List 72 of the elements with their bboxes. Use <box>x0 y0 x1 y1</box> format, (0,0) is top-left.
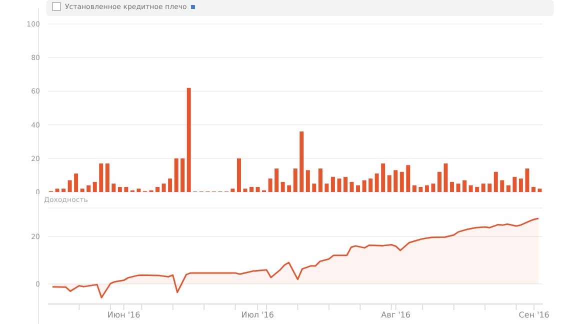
bar <box>412 185 416 192</box>
bar <box>86 185 91 192</box>
bar <box>330 176 335 192</box>
bar <box>318 168 322 192</box>
bar <box>437 172 442 192</box>
bar <box>368 178 373 192</box>
bar <box>418 186 423 192</box>
bar <box>243 188 248 192</box>
bar <box>538 188 542 192</box>
bar <box>343 176 348 192</box>
bar <box>456 184 460 192</box>
bar <box>374 174 379 192</box>
bar <box>400 172 404 192</box>
bar <box>324 184 329 192</box>
bar <box>136 188 141 192</box>
bar <box>424 185 429 192</box>
bar <box>312 184 316 192</box>
bar <box>394 170 398 192</box>
bar <box>62 188 66 192</box>
bar <box>531 186 536 192</box>
bar <box>124 186 128 192</box>
x-tick-label: Сен '16 <box>518 310 550 320</box>
bar <box>74 174 78 192</box>
bar <box>168 178 172 192</box>
x-tick-label: Авг '16 <box>381 310 410 320</box>
bar <box>300 132 304 192</box>
bar <box>293 168 298 192</box>
bar <box>99 163 104 192</box>
bar <box>506 185 510 192</box>
bar <box>180 158 185 192</box>
bar <box>80 188 84 192</box>
bar <box>512 176 517 192</box>
bar <box>268 178 272 192</box>
bar <box>494 172 498 192</box>
bar <box>230 188 235 192</box>
bar <box>387 175 392 192</box>
x-tick-label: Июл '16 <box>241 310 274 320</box>
bar <box>350 182 354 192</box>
bar <box>287 185 292 192</box>
bar <box>525 168 530 192</box>
x-tick-label: Июн '16 <box>107 310 140 320</box>
bar <box>500 180 504 192</box>
bar <box>112 184 116 192</box>
bar <box>174 158 178 192</box>
bar <box>381 163 386 192</box>
bar <box>462 180 467 192</box>
bar <box>236 158 241 192</box>
bar <box>488 184 492 192</box>
bar <box>156 186 160 192</box>
bar <box>68 180 72 192</box>
bar <box>280 182 285 192</box>
bar <box>118 186 122 192</box>
bar <box>475 186 480 192</box>
bar <box>468 185 473 192</box>
bar <box>55 188 60 192</box>
bar <box>250 186 254 192</box>
bar <box>105 163 110 192</box>
bar <box>256 186 260 192</box>
bar <box>92 182 97 192</box>
bar <box>406 165 410 192</box>
bar <box>518 178 523 192</box>
bar <box>186 88 191 192</box>
bar <box>431 184 436 192</box>
bar <box>337 178 342 192</box>
bar <box>306 170 310 192</box>
bar <box>444 163 448 192</box>
bar <box>362 180 366 192</box>
bar <box>274 168 279 192</box>
bar <box>481 184 486 192</box>
bar <box>450 182 454 192</box>
bar <box>356 185 360 192</box>
bar <box>162 184 166 192</box>
